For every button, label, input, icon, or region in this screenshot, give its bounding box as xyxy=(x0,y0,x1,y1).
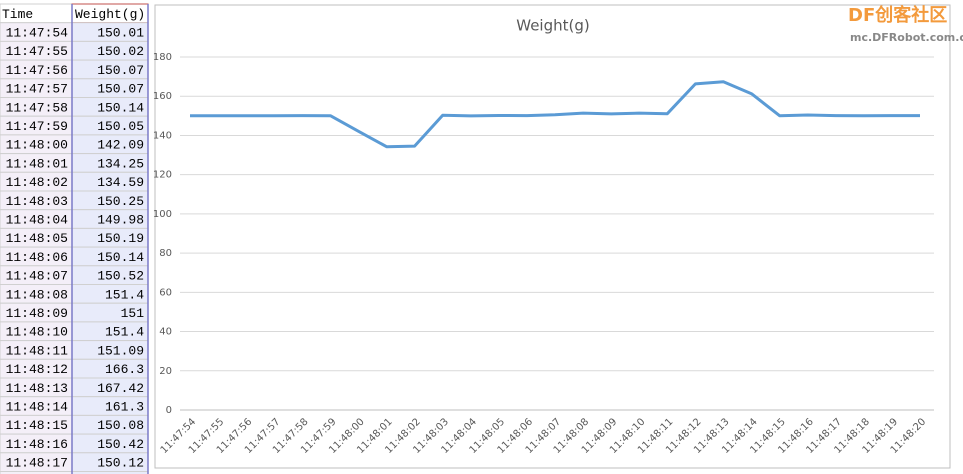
y-tick-label: 20 xyxy=(159,366,172,377)
cell-text: 11:48:00 xyxy=(6,138,68,153)
cell-text: 11:47:57 xyxy=(6,82,68,97)
cell-text: 142.09 xyxy=(97,138,144,153)
y-tick-label: 60 xyxy=(159,287,172,298)
cell-text: 11:47:59 xyxy=(6,119,68,134)
watermark-brand: DF创客社区 xyxy=(848,4,947,26)
cell-text: 150.01 xyxy=(97,25,144,40)
cell-text: 11:47:56 xyxy=(6,63,68,78)
cell-text: 11:48:01 xyxy=(6,156,69,171)
y-tick-label: 80 xyxy=(159,248,172,259)
cell-text: 11:48:05 xyxy=(6,231,68,246)
y-tick-label: 40 xyxy=(159,327,172,338)
cell-text: 11:48:11 xyxy=(6,343,69,358)
y-tick-label: 0 xyxy=(166,405,172,416)
cell-text: 11:48:07 xyxy=(6,269,68,284)
y-tick-label: 120 xyxy=(153,170,172,181)
y-tick-label: 140 xyxy=(153,130,172,141)
cell-text: 150.07 xyxy=(97,63,144,78)
data-line xyxy=(190,80,920,149)
cell-text: 151 xyxy=(121,306,145,321)
cell-text: 11:48:02 xyxy=(6,175,68,190)
cell-text: 150.25 xyxy=(97,194,144,209)
cell-text: 161.3 xyxy=(105,399,144,414)
cell-text: 151.4 xyxy=(105,287,144,302)
cell-text: 11:48:12 xyxy=(6,362,68,377)
cell-text: 11:48:08 xyxy=(6,287,68,302)
cell-text: 166.3 xyxy=(105,362,144,377)
cell-text: 11:47:58 xyxy=(6,100,68,115)
cell-text: 150.19 xyxy=(97,231,144,246)
table-cell xyxy=(0,471,73,474)
cell-text: 150.14 xyxy=(97,250,144,265)
cell-text: 150.52 xyxy=(97,269,144,284)
cell-text: 11:48:03 xyxy=(6,194,68,209)
chart-title: Weight(g) xyxy=(516,17,589,35)
header-text: Time xyxy=(2,7,33,22)
cell-text: 150.05 xyxy=(97,119,144,134)
cell-text: 134.59 xyxy=(97,175,144,190)
chart-area xyxy=(154,4,951,469)
y-tick-label: 160 xyxy=(153,91,172,102)
cell-text: 11:48:04 xyxy=(6,212,69,227)
cell-text: 150.14 xyxy=(97,100,144,115)
cell-text: 150.08 xyxy=(97,418,144,433)
cell-text: 11:48:13 xyxy=(6,381,68,396)
cell-text: 11:48:14 xyxy=(6,399,69,414)
cell-text: 11:48:10 xyxy=(6,325,68,340)
cell-text: 167.42 xyxy=(97,381,144,396)
header-text: Weight(g) xyxy=(75,7,145,22)
cell-text: 11:48:09 xyxy=(6,306,68,321)
cell-text: 11:48:15 xyxy=(6,418,68,433)
cell-text: 11:48:17 xyxy=(6,456,68,471)
y-tick-label: 100 xyxy=(153,209,172,220)
cell-text: 150.07 xyxy=(97,82,144,97)
cell-text: 151.09 xyxy=(97,343,144,358)
table-cell xyxy=(71,471,149,474)
cell-text: 11:47:54 xyxy=(6,25,69,40)
y-tick-label: 180 xyxy=(153,52,172,63)
cell-text: 134.25 xyxy=(97,156,144,171)
watermark-url: mc.DFRobot.com.cn xyxy=(850,31,963,44)
cell-text: 150.42 xyxy=(97,437,144,452)
cell-text: 11:48:16 xyxy=(6,437,68,452)
cell-text: 11:47:55 xyxy=(6,44,68,59)
cell-text: 150.12 xyxy=(97,456,144,471)
cell-text: 150.02 xyxy=(97,44,144,59)
cell-text: 11:48:06 xyxy=(6,250,68,265)
cell-text: 149.98 xyxy=(97,212,144,227)
cell-text: 151.4 xyxy=(105,325,144,340)
